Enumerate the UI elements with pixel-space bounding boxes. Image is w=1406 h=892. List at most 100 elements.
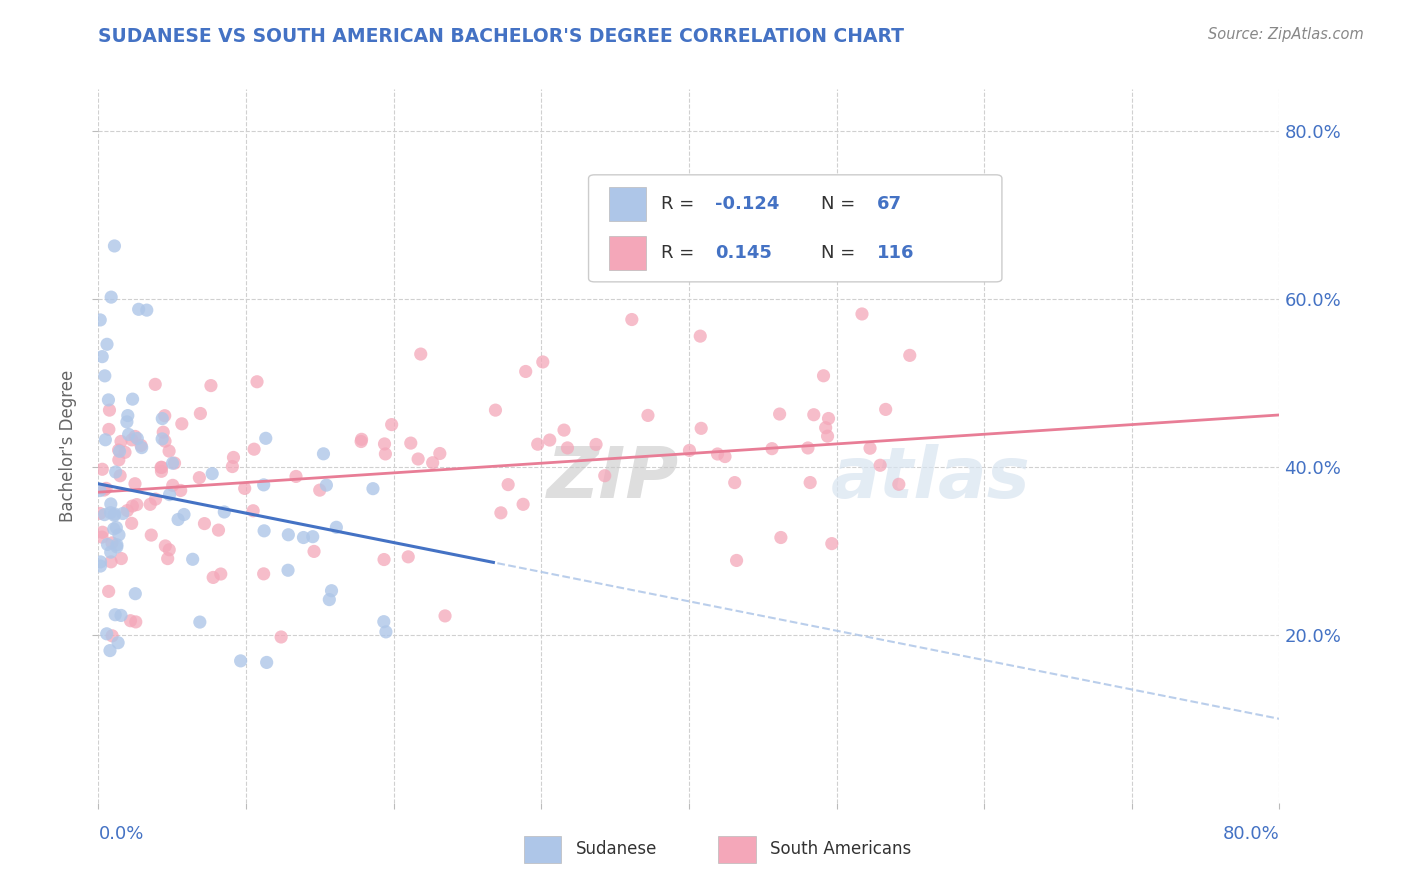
Point xyxy=(167,512,190,526)
Point xyxy=(108,528,131,542)
Point xyxy=(100,545,122,559)
Point xyxy=(97,392,120,407)
Point xyxy=(150,460,173,475)
Point xyxy=(91,462,114,476)
Point xyxy=(107,443,129,458)
Point xyxy=(270,630,292,644)
Point xyxy=(100,506,122,520)
Point xyxy=(155,539,177,553)
Point xyxy=(150,432,173,446)
Point xyxy=(117,503,139,517)
Point xyxy=(253,566,276,581)
Point xyxy=(315,478,337,492)
Point xyxy=(409,347,432,361)
Point xyxy=(254,431,277,445)
Point xyxy=(97,584,120,599)
Point xyxy=(381,417,404,432)
Point xyxy=(434,608,457,623)
Point xyxy=(422,456,444,470)
Point xyxy=(373,552,395,566)
Text: 80.0%: 80.0% xyxy=(1223,825,1279,843)
Point xyxy=(107,636,129,650)
Point xyxy=(110,551,132,566)
Point xyxy=(114,445,136,459)
Point xyxy=(799,475,821,490)
Point xyxy=(170,483,193,498)
Point xyxy=(229,654,252,668)
Point xyxy=(94,368,117,383)
Point xyxy=(242,504,264,518)
Point xyxy=(301,530,323,544)
Text: -0.124: -0.124 xyxy=(714,195,779,213)
Point xyxy=(121,499,143,513)
Point xyxy=(162,478,184,492)
Point xyxy=(429,446,451,460)
Text: N =: N = xyxy=(821,244,862,262)
Point xyxy=(103,522,125,536)
Point xyxy=(98,643,121,657)
Text: N =: N = xyxy=(821,195,862,213)
Point xyxy=(108,468,131,483)
Point xyxy=(526,437,548,451)
Point xyxy=(96,337,118,351)
Point xyxy=(120,614,142,628)
Point xyxy=(104,465,127,479)
Point xyxy=(593,468,616,483)
Point xyxy=(817,411,839,425)
Point xyxy=(124,476,146,491)
Point xyxy=(117,409,139,423)
Point xyxy=(814,421,837,435)
Point xyxy=(361,482,384,496)
Point xyxy=(89,507,111,521)
Point xyxy=(678,443,700,458)
Point xyxy=(157,542,180,557)
Point xyxy=(875,402,897,417)
Point xyxy=(124,429,146,443)
Point xyxy=(105,538,128,552)
Point xyxy=(135,303,157,318)
Point xyxy=(110,608,132,623)
Point xyxy=(193,516,215,531)
Point xyxy=(851,307,873,321)
Point xyxy=(181,552,204,566)
Point xyxy=(125,615,148,629)
Point xyxy=(538,433,561,447)
Point xyxy=(94,482,117,496)
Point xyxy=(97,422,120,436)
Point xyxy=(325,520,347,534)
Point xyxy=(93,483,115,497)
Point xyxy=(585,437,607,451)
Point xyxy=(690,421,713,435)
Text: R =: R = xyxy=(661,195,700,213)
Point xyxy=(714,450,737,464)
Point xyxy=(515,364,537,378)
Point xyxy=(104,507,127,521)
Point xyxy=(153,409,176,423)
Point xyxy=(101,629,124,643)
Text: 0.145: 0.145 xyxy=(714,244,772,262)
Point xyxy=(817,429,839,443)
Point xyxy=(139,497,162,511)
Text: SUDANESE VS SOUTH AMERICAN BACHELOR'S DEGREE CORRELATION CHART: SUDANESE VS SOUTH AMERICAN BACHELOR'S DE… xyxy=(98,27,904,45)
Point xyxy=(253,478,276,492)
Point xyxy=(108,444,131,458)
Point xyxy=(143,377,166,392)
Point xyxy=(190,407,212,421)
Point xyxy=(108,453,131,467)
Point xyxy=(150,464,173,478)
FancyBboxPatch shape xyxy=(718,836,756,863)
Point xyxy=(188,615,211,629)
Point xyxy=(222,450,245,465)
Point xyxy=(308,483,330,497)
Point xyxy=(125,498,148,512)
Point xyxy=(373,615,395,629)
Point xyxy=(111,507,134,521)
Point xyxy=(243,442,266,457)
Point xyxy=(101,536,124,550)
Point xyxy=(859,441,882,455)
Point xyxy=(221,459,243,474)
Point xyxy=(321,583,343,598)
Point xyxy=(246,375,269,389)
Point xyxy=(129,438,152,452)
Point xyxy=(201,467,224,481)
